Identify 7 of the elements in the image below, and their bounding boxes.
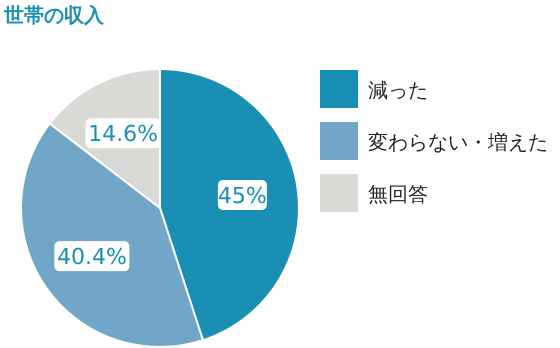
data-label: 14.6%: [88, 122, 158, 148]
data-label: 40.4%: [56, 245, 127, 270]
legend-label: 無回答: [368, 182, 428, 206]
legend-label: 減った: [368, 78, 428, 102]
chart-title: 世帯の収入: [3, 3, 105, 27]
data-label: 45%: [218, 184, 267, 209]
legend-label: 変わらない・増えた: [368, 130, 548, 154]
